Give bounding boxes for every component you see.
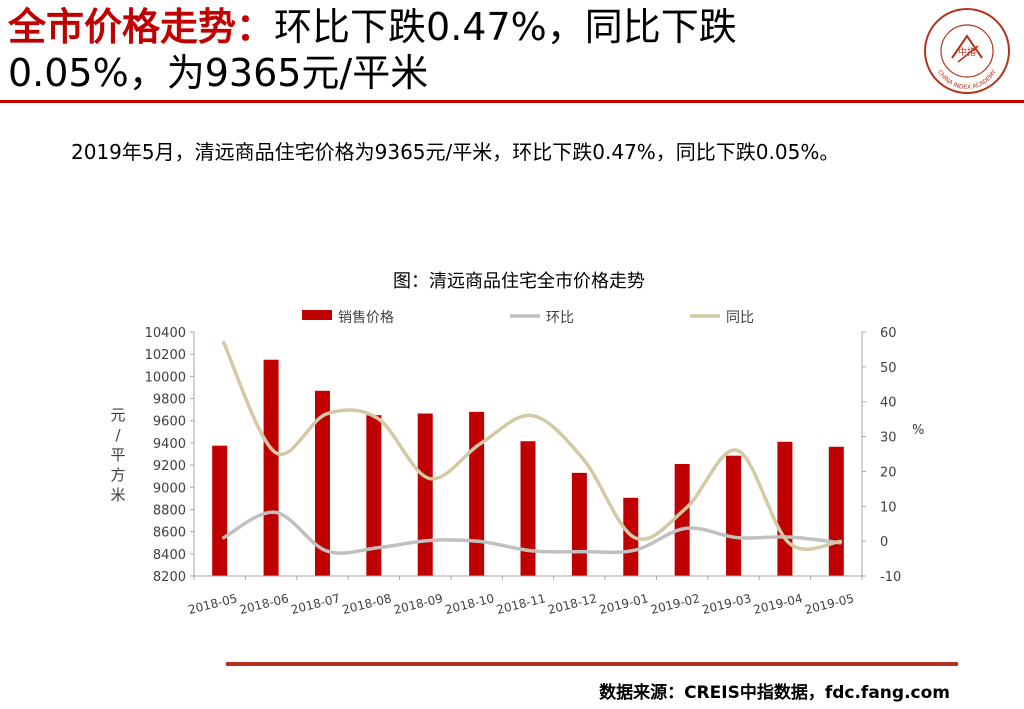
price-bar	[520, 441, 536, 576]
right-tick-label: 30	[880, 431, 897, 446]
right-tick-label: 20	[880, 465, 897, 480]
left-tick-label: 9000	[153, 481, 186, 496]
legend-swatch-price	[302, 310, 332, 320]
chart-legend: 销售价格 环比 同比	[302, 310, 754, 326]
right-tick-label: -10	[880, 570, 901, 585]
price-bar	[674, 463, 690, 576]
price-bar	[571, 472, 587, 576]
right-y-axis: 60 50 40 30 20 10 0 -10%	[861, 326, 924, 585]
page-title: 全市价格走势：环比下跌0.47%，同比下跌0.05%，为9365元/平米	[8, 4, 888, 96]
x-tick-label: 2018-09	[392, 591, 444, 617]
left-axis-label-char: 米	[110, 486, 125, 504]
yoy-line	[221, 340, 843, 551]
x-tick-label: 2018-12	[546, 591, 598, 617]
price-bar	[314, 390, 330, 576]
price-bar	[212, 445, 228, 576]
price-bar	[469, 411, 485, 576]
x-tick-label: 2018-11	[495, 591, 547, 617]
x-tick-label: 2018-10	[444, 591, 496, 617]
price-bar	[828, 446, 844, 576]
mom-line	[221, 510, 843, 555]
left-tick-label: 8200	[153, 570, 186, 585]
bar-series-price	[212, 359, 844, 576]
logo-center-text: 中指	[958, 46, 976, 58]
left-axis-label-char: 方	[110, 466, 125, 484]
price-bar	[366, 415, 382, 576]
x-tick-label: 2019-05	[803, 591, 855, 617]
legend-label: 环比	[546, 310, 574, 326]
left-tick-label: 9200	[153, 459, 186, 474]
right-tick-label: 60	[880, 326, 897, 341]
x-tick-label: 2018-05	[187, 591, 239, 617]
price-bar	[777, 441, 793, 576]
left-tick-label: 9600	[153, 415, 186, 430]
left-y-axis: 10400 10200 10000 9800 9600 9400 9200 9000 8800 8…	[110, 326, 195, 585]
data-source: 数据来源：CREIS中指数据，fdc.fang.com	[599, 683, 950, 703]
left-axis-label-char: 平	[110, 446, 125, 464]
left-tick-label: 9800	[153, 393, 186, 408]
right-tick-label: 10	[880, 500, 897, 515]
title-divider	[0, 100, 1024, 103]
left-tick-label: 8400	[153, 548, 186, 563]
academy-logo-icon: 中指 CHINA INDEX ACADEMY	[924, 8, 1010, 94]
right-tick-label: 40	[880, 396, 897, 411]
price-bar	[263, 359, 279, 576]
footer-divider	[226, 662, 958, 666]
x-tick-label: 2019-03	[701, 591, 753, 617]
left-tick-label: 10200	[145, 348, 186, 363]
right-tick-label: 50	[880, 361, 897, 376]
left-tick-label: 10000	[145, 370, 186, 385]
x-tick-label: 2018-06	[238, 591, 290, 617]
right-axis-label: %	[912, 423, 924, 438]
left-axis-label-char: /	[115, 426, 121, 444]
x-tick-label: 2019-04	[752, 591, 804, 617]
price-bar	[726, 455, 742, 576]
chart-title: 图：清远商品住宅全市价格走势	[393, 271, 645, 292]
x-tick-label: 2018-07	[289, 591, 341, 617]
x-axis: 2018-05 2018-06 2018-07 2018-08 2018-09 2018-…	[187, 575, 863, 617]
legend-label: 销售价格	[338, 310, 394, 326]
left-tick-label: 9400	[153, 437, 186, 452]
x-tick-label: 2018-08	[341, 591, 393, 617]
price-bar	[417, 413, 433, 576]
summary-text: 2019年5月，清远商品住宅价格为9365元/平米，环比下跌0.47%，同比下跌…	[71, 140, 840, 164]
x-tick-label: 2019-01	[598, 591, 650, 617]
title-highlight: 全市价格走势：	[8, 5, 275, 49]
left-tick-label: 8800	[153, 503, 186, 518]
title-text: 环比下跌0.47%，同比下跌0.05%，为9365元/平米	[8, 5, 737, 95]
left-axis-label-char: 元	[110, 406, 125, 424]
right-tick-label: 0	[880, 535, 888, 550]
x-tick-label: 2019-02	[649, 591, 701, 617]
left-tick-label: 8600	[153, 526, 186, 541]
left-tick-label: 10400	[145, 326, 186, 341]
legend-label: 同比	[726, 310, 754, 326]
